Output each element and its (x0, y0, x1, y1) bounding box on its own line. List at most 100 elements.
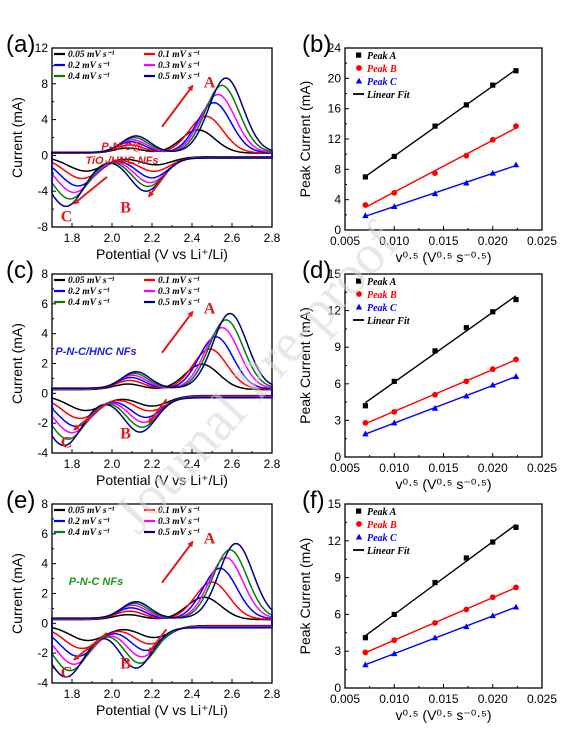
y-tick-label: 0 (41, 616, 48, 630)
y-tick-label: 8 (41, 497, 48, 511)
x-tick-label: 0.010 (379, 461, 409, 475)
legend-label: 0.3 mV s⁻¹ (158, 61, 200, 71)
scan-direction-arrow (161, 540, 194, 584)
data-point-circle (463, 152, 470, 159)
y-tick-label: 4 (334, 193, 341, 207)
data-point-circle (513, 356, 519, 363)
peak-annotation: B (120, 656, 131, 673)
x-axis-label: v⁰·⁵ (V⁰·⁵ s⁻⁰·⁵) (395, 249, 491, 265)
y-tick-label: -4 (37, 446, 48, 460)
cv-curve (51, 84, 273, 200)
data-point-square (513, 297, 519, 303)
x-tick-label: 2.4 (184, 231, 201, 245)
y-tick-label: 12 (328, 304, 342, 318)
x-tick-label: 2.4 (184, 687, 201, 701)
y-axis-label: Peak Current (mA) (297, 538, 313, 655)
panel-label: (c) (6, 257, 34, 284)
y-tick-label: 6 (334, 377, 341, 391)
data-point-circle (362, 419, 369, 426)
data-point-triangle (512, 603, 520, 610)
panel-label: (f) (302, 487, 325, 514)
x-tick-label: 0.020 (478, 234, 508, 248)
legend-label: 0.2 mV s⁻¹ (68, 287, 110, 297)
cv-curve (51, 101, 273, 187)
y-tick-label: 6 (334, 607, 341, 621)
data-point-square (391, 378, 397, 384)
legend-label: Linear Fit (366, 546, 411, 557)
y-tick-label: -4 (37, 184, 48, 198)
data-point-circle (463, 378, 470, 385)
data-point-square (391, 153, 397, 160)
scan-direction-arrow (161, 84, 194, 128)
data-point-square (490, 539, 496, 545)
legend-label: 0.1 mV s⁻¹ (158, 506, 200, 516)
data-point-square (362, 635, 368, 641)
panel-a: 1.8 2.0 2.2 2.4 2.6 2.8 -8 -4 0 4 8 12(a) Current (m… (6, 31, 281, 262)
data-point-triangle (391, 203, 398, 209)
x-tick-label: 0.015 (428, 692, 458, 706)
x-tick-label: 0.005 (330, 234, 360, 248)
x-tick-label: 0.010 (379, 234, 409, 248)
data-point-circle (513, 123, 519, 130)
data-point-square (463, 325, 469, 331)
legend-label: Linear Fit (366, 90, 411, 101)
legend-label: Peak A (367, 277, 397, 288)
panel-f: 0.005 0.010 0.015 0.020 0.025 0 3 6 9 12 15(f) Peak… (297, 487, 557, 723)
y-tick-label: 4 (41, 327, 48, 341)
plot-frame (344, 503, 543, 689)
y-tick-label: -2 (37, 416, 48, 430)
data-point-triangle (489, 169, 496, 176)
legend-marker (355, 533, 363, 540)
legend-label: 0.3 mV s⁻¹ (158, 287, 200, 297)
peak-annotation: A (204, 74, 216, 91)
data-point-square (490, 309, 496, 315)
x-tick-label: 0.020 (478, 692, 508, 706)
y-tick-label: 2 (41, 357, 48, 371)
data-point-triangle (512, 373, 520, 379)
scan-direction-arrow (148, 398, 168, 424)
y-tick-label: 9 (334, 571, 341, 585)
legend-label: Peak C (367, 303, 397, 314)
data-point-triangle (391, 650, 398, 657)
legend-marker (356, 291, 362, 297)
y-tick-label: 9 (334, 340, 341, 354)
y-tick-label: 8 (41, 267, 48, 281)
x-tick-label: 0.010 (379, 692, 409, 706)
data-point-square (362, 174, 368, 180)
cv-curve (51, 312, 273, 447)
x-tick-label: 2.2 (144, 231, 161, 245)
scan-direction-arrow (148, 172, 168, 198)
peak-annotation: C (61, 209, 73, 226)
y-tick-label: -4 (37, 676, 48, 690)
x-tick-label: 0.020 (478, 461, 508, 475)
panel-d: 0.005 0.010 0.015 0.020 0.025 0 3 6 9 12 15(d) Peak… (297, 257, 557, 492)
data-point-triangle (489, 381, 496, 388)
y-tick-label: 6 (41, 297, 48, 311)
peak-annotation: C (61, 435, 73, 452)
legend-label: 0.2 mV s⁻¹ (68, 517, 110, 527)
cv-curve (51, 77, 273, 208)
x-tick-label: 2.6 (224, 457, 241, 471)
y-tick-label: 12 (328, 534, 342, 548)
data-point-square (490, 82, 496, 88)
scan-direction-arrow (73, 402, 108, 431)
scan-direction-arrow (148, 628, 168, 654)
legend-marker (356, 52, 362, 58)
x-tick-label: 2.8 (264, 231, 281, 245)
data-point-circle (391, 637, 398, 644)
legend-label: Peak B (367, 290, 397, 301)
data-point-square (463, 102, 469, 108)
data-point-triangle (463, 392, 470, 399)
legend-marker (355, 303, 363, 310)
scan-direction-arrow (161, 310, 194, 354)
data-point-triangle (463, 623, 470, 630)
data-point-circle (432, 391, 438, 398)
data-point-circle (391, 408, 398, 415)
legend-label: Peak C (367, 77, 397, 88)
data-point-triangle (362, 212, 369, 219)
data-point-circle (489, 366, 496, 373)
data-point-square (513, 68, 519, 74)
data-point-circle (362, 202, 369, 208)
legend-label: Linear Fit (366, 316, 411, 327)
y-tick-label: -8 (37, 220, 48, 234)
